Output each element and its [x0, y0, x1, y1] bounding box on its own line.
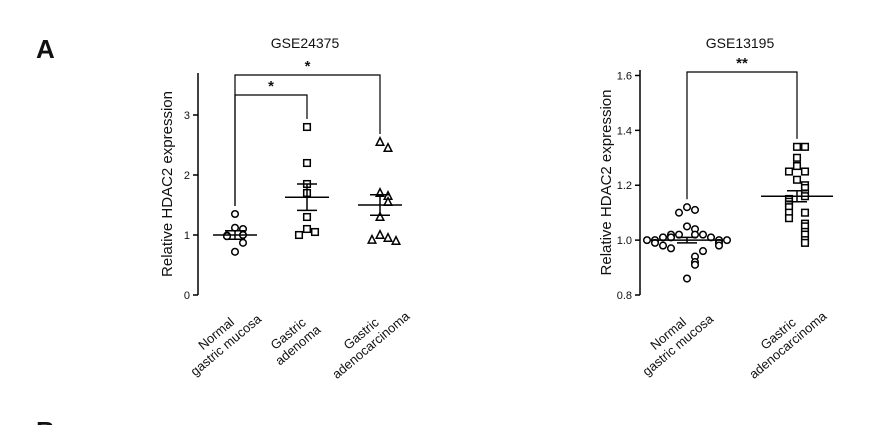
- significance-label: *: [305, 58, 311, 75]
- data-point: [302, 212, 312, 222]
- y-tick-label: 1.4: [617, 125, 632, 137]
- significance-bracket: [686, 71, 798, 200]
- x-tick-label: Normalgastric mucosa: [178, 299, 265, 379]
- data-point: [698, 230, 708, 239]
- data-point: [714, 241, 724, 250]
- data-point: [390, 235, 402, 246]
- x-tick-label: Gastricadenoma: [263, 310, 324, 368]
- y-tick-label: 1.6: [617, 70, 632, 82]
- data-point: [302, 122, 312, 132]
- y-axis-label: Relative HDAC2 expression: [598, 90, 615, 276]
- data-point: [698, 247, 708, 256]
- data-point: [792, 161, 802, 171]
- y-tick-label: 0.8: [617, 290, 632, 302]
- significance-bracket: [234, 74, 381, 206]
- chart-title: GSE13195: [706, 35, 775, 51]
- data-point: [238, 238, 248, 247]
- error-bar: [370, 194, 390, 216]
- data-point: [382, 142, 394, 153]
- data-point: [230, 247, 240, 256]
- data-point: [374, 211, 386, 222]
- data-point: [792, 142, 802, 151]
- y-tick-label: 1.2: [617, 180, 632, 192]
- data-point: [800, 208, 810, 217]
- data-point: [366, 233, 378, 244]
- error-bar: [297, 183, 317, 212]
- panel-label: A: [36, 34, 55, 64]
- y-tick-label: 0: [184, 290, 190, 302]
- panel-label: B: [36, 416, 55, 425]
- data-point: [792, 175, 802, 184]
- error-bar: [225, 230, 245, 240]
- data-point: [658, 241, 668, 250]
- significance-label: *: [268, 78, 274, 95]
- data-point: [690, 205, 700, 214]
- error-bar: [787, 189, 807, 203]
- y-tick-label: 1: [184, 230, 190, 242]
- data-point: [230, 209, 240, 219]
- significance-bracket: [234, 94, 308, 206]
- x-tick-label: Gastricadenocarcinoma: [736, 296, 830, 381]
- data-point: [792, 153, 802, 162]
- data-point: [682, 222, 692, 231]
- x-tick-label: Normalgastric mucosa: [630, 299, 717, 379]
- data-point: [682, 274, 692, 283]
- data-point: [674, 208, 684, 217]
- data-point: [302, 224, 312, 234]
- y-axis-label: Relative HDAC2 expression: [159, 91, 176, 277]
- data-point: [302, 158, 312, 168]
- data-point: [666, 244, 676, 253]
- data-point: [800, 142, 810, 151]
- data-point: [294, 230, 304, 240]
- y-tick-label: 3: [184, 110, 190, 122]
- data-point: [722, 236, 732, 245]
- data-point: [784, 214, 794, 223]
- error-bar: [677, 236, 697, 244]
- x-tick-label: Gastricadenocarcinoma: [319, 296, 413, 381]
- data-point: [382, 232, 394, 243]
- chart-title: GSE24375: [271, 35, 340, 51]
- y-tick-label: 2: [184, 170, 190, 182]
- data-point: [690, 260, 700, 269]
- data-point: [682, 203, 692, 212]
- data-point: [800, 167, 810, 176]
- data-point: [784, 167, 794, 176]
- data-point: [374, 136, 386, 147]
- data-point: [374, 229, 386, 240]
- data-point: [800, 238, 810, 247]
- data-point: [310, 227, 320, 237]
- significance-label: **: [736, 55, 748, 72]
- y-tick-label: 1.0: [617, 235, 632, 247]
- data-point: [642, 236, 652, 245]
